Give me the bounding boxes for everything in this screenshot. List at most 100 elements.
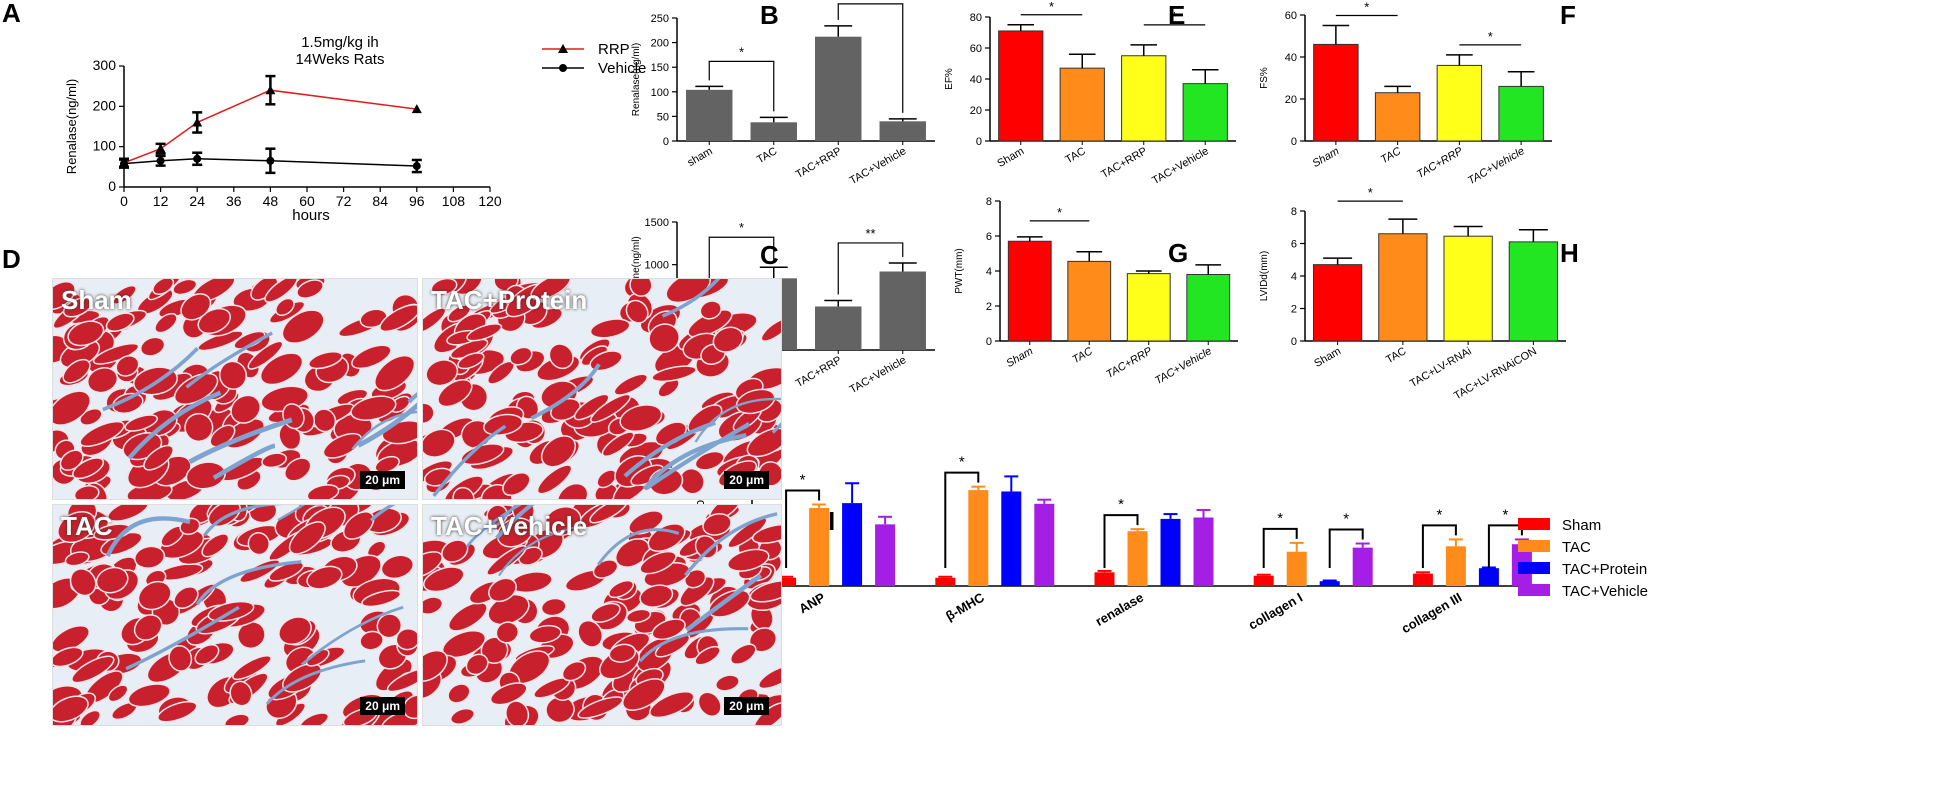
legend-swatch [1518, 562, 1550, 574]
significance-bracket [1421, 524, 1457, 568]
legend-marker [559, 64, 567, 72]
collagen-strand [495, 505, 535, 540]
collagen-strand [596, 528, 680, 566]
tissue-texture [423, 279, 781, 499]
muscle-fiber [137, 580, 172, 611]
muscle-fiber [465, 653, 489, 676]
data-point [193, 154, 202, 163]
muscle-fiber [359, 308, 388, 329]
bar [968, 490, 989, 586]
muscle-fiber [124, 414, 159, 432]
bar [1498, 85, 1544, 142]
collagen-strand [432, 424, 507, 498]
x-tick-label: TAC+LV-RNAi [1408, 345, 1474, 390]
muscle-fiber [53, 280, 76, 311]
collagen-strand [125, 605, 240, 671]
muscle-fiber [651, 365, 697, 383]
muscle-fiber [134, 545, 166, 569]
muscle-fiber [749, 579, 781, 603]
muscle-fiber [261, 452, 288, 469]
muscle-fiber [540, 435, 577, 468]
x-tick-label: TAC+RRP [1104, 345, 1155, 381]
collagen-strand [185, 331, 273, 389]
muscle-fiber [139, 336, 166, 357]
bar [1445, 546, 1466, 586]
collagen-strand [645, 422, 751, 490]
data-point [265, 85, 276, 95]
bar [1319, 581, 1340, 586]
muscle-fiber [224, 713, 251, 725]
muscle-fiber [694, 645, 721, 666]
x-tick-label: 84 [372, 193, 388, 209]
muscle-fiber [264, 279, 298, 303]
muscle-fiber [694, 450, 725, 471]
significance-bracket [837, 3, 904, 113]
data-point [266, 156, 275, 165]
muscle-fiber [751, 523, 781, 544]
y-tick-label: 1000 [645, 260, 669, 272]
histology-label: TAC [61, 511, 113, 541]
x-tick-label: β-MHC [943, 589, 987, 623]
muscle-fiber [601, 431, 635, 457]
muscle-fiber [201, 533, 230, 558]
bar [1286, 551, 1307, 586]
muscle-fiber [275, 297, 295, 317]
legend-label: Sham [1562, 517, 1601, 534]
muscle-fiber [651, 618, 686, 641]
muscle-fiber [194, 643, 220, 665]
muscle-fiber [425, 359, 459, 387]
muscle-fiber [437, 378, 473, 408]
y-tick-label: 4 [986, 266, 992, 278]
significance-label: * [739, 44, 744, 59]
muscle-fiber [697, 691, 722, 718]
x-tick-label: collagen I [1246, 590, 1305, 633]
panel-letter-a: A [2, 0, 21, 28]
legend-label: RRP [598, 41, 630, 58]
x-tick-label: 96 [409, 193, 425, 209]
collagen-strand [623, 420, 716, 478]
muscle-fiber [374, 354, 416, 392]
tissue-texture [53, 279, 417, 499]
muscle-fiber [423, 307, 447, 334]
scale-bar: 20 μm [724, 697, 769, 715]
bar [815, 306, 862, 350]
bar [1007, 240, 1052, 342]
muscle-fiber [197, 307, 232, 334]
muscle-fiber [657, 378, 680, 398]
muscle-fiber [613, 373, 649, 396]
muscle-fiber [486, 545, 527, 576]
y-tick-label: 200 [651, 38, 669, 50]
y-tick-label: 4 [1291, 271, 1297, 283]
muscle-fiber [489, 682, 528, 706]
muscle-fiber [207, 505, 241, 528]
bar [1193, 517, 1214, 586]
muscle-fiber [561, 660, 587, 682]
bar [998, 30, 1044, 142]
muscle-fiber [466, 323, 503, 342]
muscle-fiber [758, 664, 781, 690]
muscle-fiber [168, 644, 193, 672]
muscle-fiber [299, 712, 330, 725]
histology-image-tac-protein: TAC+Protein 20 μm [422, 278, 782, 500]
muscle-fiber [247, 532, 270, 556]
y-tick-label: 20 [1285, 94, 1297, 106]
significance-label: * [1364, 0, 1369, 15]
collagen-strand [357, 402, 417, 448]
muscle-fiber [590, 602, 621, 623]
significance-label: ** [865, 0, 875, 2]
muscle-fiber [495, 621, 520, 644]
muscle-fiber [727, 548, 770, 572]
y-tick-label: 0 [108, 178, 116, 194]
muscle-fiber [53, 646, 84, 668]
legend-swatch [1518, 540, 1550, 552]
y-axis-label: PWT(mm) [954, 248, 965, 294]
bar [935, 577, 956, 586]
muscle-fiber [379, 303, 417, 333]
muscle-fiber [423, 596, 444, 615]
collagen-strand [300, 605, 404, 666]
x-tick-label: TAC [1379, 145, 1403, 166]
bar [776, 577, 797, 586]
y-axis-label: LVIDd(mm) [1259, 251, 1270, 301]
muscle-fiber [699, 300, 722, 320]
